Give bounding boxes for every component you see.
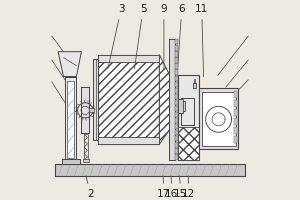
Text: 3: 3	[108, 4, 124, 69]
Text: 11: 11	[195, 4, 208, 77]
Bar	[176, 154, 178, 160]
Bar	[176, 69, 178, 75]
Text: 12: 12	[182, 176, 195, 199]
Text: 17: 17	[157, 176, 170, 199]
Bar	[233, 118, 237, 125]
Bar	[178, 75, 199, 160]
Bar	[98, 137, 159, 144]
Bar	[233, 136, 237, 143]
Bar	[65, 77, 76, 160]
Text: 5: 5	[134, 4, 146, 69]
Bar	[181, 98, 194, 125]
Text: 9: 9	[160, 4, 167, 69]
Bar	[233, 100, 237, 107]
Bar	[176, 106, 178, 111]
Bar	[176, 63, 178, 69]
Bar	[81, 87, 89, 133]
Bar	[176, 76, 178, 81]
Bar	[233, 91, 237, 98]
Bar	[194, 79, 195, 83]
Bar	[98, 55, 159, 62]
Text: 15: 15	[174, 176, 188, 199]
Bar	[176, 100, 178, 105]
Bar	[178, 101, 184, 111]
Bar	[176, 57, 178, 63]
Bar	[176, 118, 178, 123]
Bar	[176, 124, 178, 129]
Polygon shape	[178, 127, 199, 160]
Bar	[169, 39, 175, 160]
Polygon shape	[58, 52, 81, 77]
Bar	[61, 159, 80, 164]
Bar	[68, 81, 74, 158]
Bar	[176, 136, 178, 141]
Text: 6: 6	[177, 4, 185, 77]
Bar	[84, 134, 88, 160]
Text: 16: 16	[165, 176, 178, 199]
Bar	[55, 164, 245, 176]
Bar	[178, 99, 183, 113]
Bar	[93, 59, 98, 140]
Bar	[176, 51, 178, 57]
Bar	[176, 112, 178, 117]
Bar	[176, 148, 178, 154]
Bar	[176, 88, 178, 93]
Bar	[176, 39, 178, 44]
Bar	[89, 108, 94, 112]
Bar	[176, 45, 178, 51]
Polygon shape	[159, 55, 170, 144]
Bar	[176, 82, 178, 87]
Bar	[83, 159, 88, 162]
Bar	[176, 142, 178, 148]
Text: 2: 2	[86, 176, 94, 199]
Bar	[193, 83, 196, 88]
Bar	[202, 92, 236, 146]
Bar	[199, 88, 238, 149]
Bar	[176, 94, 178, 99]
Bar	[98, 55, 159, 144]
Bar	[176, 130, 178, 135]
Bar	[233, 127, 237, 134]
Bar	[233, 109, 237, 116]
